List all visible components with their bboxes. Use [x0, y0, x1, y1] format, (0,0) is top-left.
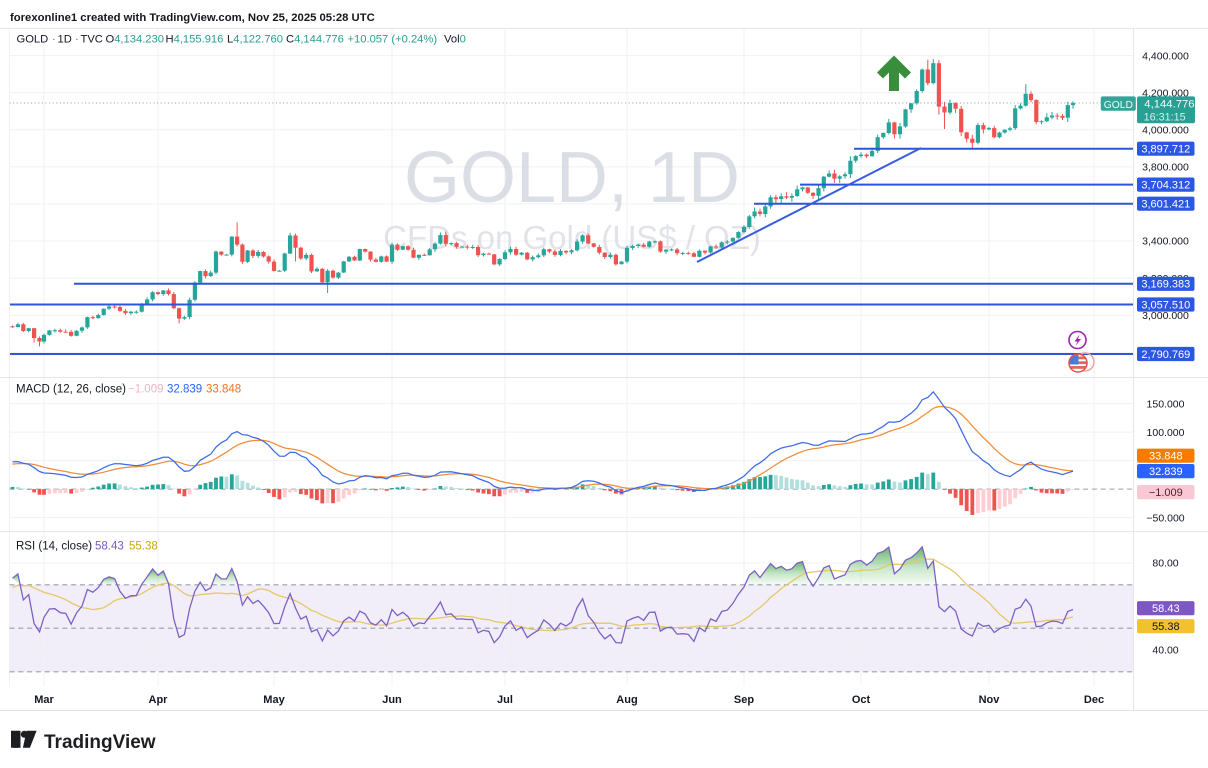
svg-text:4,144.776: 4,144.776: [1144, 99, 1194, 111]
svg-text:−1.009: −1.009: [128, 383, 164, 395]
svg-text:55.38: 55.38: [1152, 621, 1180, 633]
svg-text:Dec: Dec: [1084, 694, 1104, 706]
svg-text:3,000.000: 3,000.000: [1142, 310, 1189, 322]
svg-text:Mar: Mar: [34, 694, 54, 706]
svg-text:3,800.000: 3,800.000: [1142, 162, 1189, 174]
svg-text:3,400.000: 3,400.000: [1142, 236, 1189, 248]
svg-text:16:31:15: 16:31:15: [1144, 112, 1186, 124]
svg-text:forexonline1 created with Trad: forexonline1 created with TradingView.co…: [10, 12, 375, 24]
svg-text:−50.000: −50.000: [1146, 512, 1184, 524]
svg-text:MACD (12, 26, close): MACD (12, 26, close): [16, 383, 126, 395]
svg-text:32.839: 32.839: [1149, 466, 1183, 478]
svg-text:80.00: 80.00: [1152, 558, 1178, 570]
svg-text:58.43: 58.43: [95, 540, 124, 552]
svg-text:Apr: Apr: [149, 694, 169, 706]
svg-text:Aug: Aug: [616, 694, 637, 706]
svg-text:58.43: 58.43: [1152, 603, 1180, 615]
svg-text:GOLD: GOLD: [1104, 100, 1133, 111]
svg-text:3,601.421: 3,601.421: [1141, 199, 1190, 211]
svg-text:Jul: Jul: [497, 694, 513, 706]
svg-text:RSI (14, close): RSI (14, close): [16, 540, 92, 552]
svg-text:TradingView: TradingView: [44, 732, 156, 753]
svg-text:150.000: 150.000: [1147, 398, 1185, 410]
svg-text:Oct: Oct: [852, 694, 871, 706]
svg-text:2,790.769: 2,790.769: [1141, 349, 1190, 361]
svg-text:4,400.000: 4,400.000: [1142, 50, 1189, 62]
svg-text:32.839: 32.839: [167, 383, 202, 395]
svg-text:100.000: 100.000: [1147, 427, 1185, 439]
svg-text:3,057.510: 3,057.510: [1141, 299, 1190, 311]
svg-text:33.848: 33.848: [206, 383, 241, 395]
svg-text:May: May: [263, 694, 285, 706]
svg-text:4,000.000: 4,000.000: [1142, 125, 1189, 137]
svg-text:40.00: 40.00: [1152, 645, 1178, 657]
svg-text:−1.009: −1.009: [1149, 487, 1183, 499]
svg-text:Jun: Jun: [382, 694, 402, 706]
svg-text:3,704.312: 3,704.312: [1141, 180, 1190, 192]
svg-text:33.848: 33.848: [1149, 451, 1183, 463]
svg-text:GOLD, 1D: GOLD, 1D: [404, 138, 740, 218]
svg-text:Nov: Nov: [979, 694, 1001, 706]
svg-text:55.38: 55.38: [129, 540, 158, 552]
svg-text:3,169.383: 3,169.383: [1141, 279, 1190, 291]
svg-text:Sep: Sep: [734, 694, 754, 706]
svg-text:3,897.712: 3,897.712: [1141, 144, 1190, 156]
